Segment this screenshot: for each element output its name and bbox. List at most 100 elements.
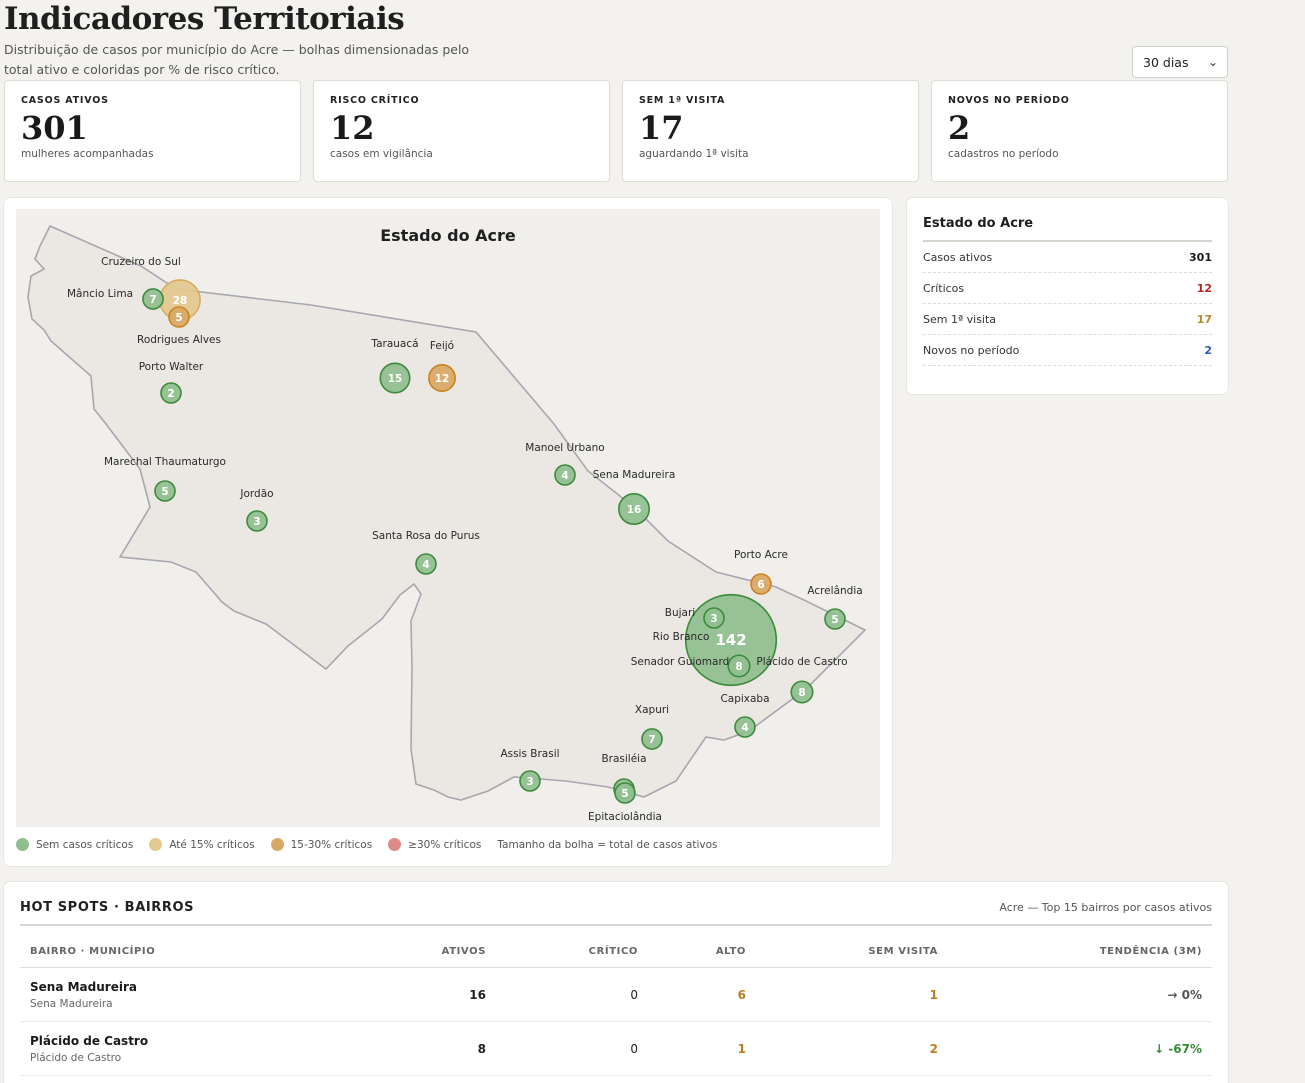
bubble-value: 6 xyxy=(757,579,764,591)
bubble-porto-walter[interactable]: 2 Porto Walter xyxy=(139,361,204,404)
col-tendencia[interactable]: TENDÊNCIA (3M) xyxy=(948,940,1212,968)
bairro-name: Plácido de Castro xyxy=(30,1033,149,1048)
municipality-label: Manoel Urbano xyxy=(525,442,604,454)
hotspots-table: BAIRRO · MUNICÍPIO ATIVOS CRÍTICO ALTO S… xyxy=(20,940,1212,1076)
bubble-epitaciol-ndia[interactable]: 5 Epitaciolândia xyxy=(588,782,662,823)
bubble-circle[interactable] xyxy=(614,782,636,804)
col-alto[interactable]: ALTO xyxy=(648,940,756,968)
bubble-manoel-urbano[interactable]: 4 Manoel Urbano xyxy=(525,442,605,486)
summary-label: Novos no período xyxy=(923,343,1020,357)
bubble-assis-brasil[interactable]: 3 Assis Brasil xyxy=(500,748,560,792)
bubble-circle[interactable] xyxy=(519,770,541,792)
bubble-circle[interactable] xyxy=(379,362,411,394)
bubble-circle[interactable] xyxy=(790,680,814,704)
cell-sem-visita: 2 xyxy=(756,1021,948,1076)
bubble-tarauac-[interactable]: 15 Tarauacá xyxy=(370,338,419,394)
hotspots-meta: Acre — Top 15 bairros por casos ativos xyxy=(999,901,1212,914)
legend-note: Tamanho da bolha = total de casos ativos xyxy=(497,839,717,851)
municipality-label: Acrelândia xyxy=(807,585,862,597)
bubble-xapuri[interactable]: 7 Xapuri xyxy=(635,704,669,750)
kpi-sub: cadastros no período xyxy=(948,148,1059,160)
bubble-circle[interactable] xyxy=(641,728,663,750)
bubble-circle[interactable] xyxy=(246,510,268,532)
legend-label: Sem casos críticos xyxy=(36,838,134,851)
map-legend: Sem casos críticos Até 15% críticos 15-3… xyxy=(16,838,734,851)
map-card: Estado do Acre 142 Rio Branco 28 Cruzeiro d… xyxy=(4,198,892,866)
bubble-circle[interactable] xyxy=(750,573,772,595)
bubble-value: 7 xyxy=(149,294,156,306)
bubble-circle[interactable] xyxy=(617,492,650,525)
state-summary-card: Estado do Acre Casos ativos 301 Críticos… xyxy=(907,198,1228,394)
bubble-senador-guiomard[interactable]: 8 Senador Guiomard xyxy=(631,654,751,678)
kpi-card-no-visit: SEM 1ª VISITA 17 aguardando 1ª visita xyxy=(622,80,919,182)
bubble-feij-[interactable]: 12 Feijó xyxy=(428,340,456,392)
cell-ativos: 16 xyxy=(320,967,496,1022)
bubble-circle[interactable] xyxy=(734,716,756,738)
bubble-value: 142 xyxy=(715,631,746,649)
col-bairro[interactable]: BAIRRO · MUNICÍPIO xyxy=(20,940,320,968)
summary-label: Críticos xyxy=(923,281,965,295)
table-row[interactable]: Sena Madureira Sena Madureira 16 0 6 1 →… xyxy=(20,967,1212,1022)
bubble-circle[interactable] xyxy=(727,654,751,678)
bubble-porto-acre[interactable]: 6 Porto Acre xyxy=(734,549,788,595)
legend-item-ate15: Até 15% críticos xyxy=(149,838,255,851)
cell-tendencia: ↓ -67% xyxy=(948,1021,1212,1076)
chevron-down-icon: ⌄ xyxy=(1207,55,1218,69)
legend-label: Até 15% críticos xyxy=(169,838,255,851)
municipality-label: Porto Acre xyxy=(734,549,788,561)
bubble-value: 5 xyxy=(621,788,628,800)
bubble-rodrigues-alves[interactable]: 5 Rodrigues Alves xyxy=(137,306,221,346)
col-critico[interactable]: CRÍTICO xyxy=(496,940,648,968)
bubble-value: 15 xyxy=(388,373,403,385)
bubble-pl-cido-de-castro[interactable]: 8 Plácido de Castro xyxy=(756,656,848,704)
municipio-name: Plácido de Castro xyxy=(30,1051,122,1064)
bubble-circle[interactable] xyxy=(824,608,846,630)
table-row[interactable]: Plácido de Castro Plácido de Castro 8 0 … xyxy=(20,1021,1212,1076)
kpi-sub: casos em vigilância xyxy=(330,148,433,160)
cell-sem-visita: 1 xyxy=(756,967,948,1022)
col-sem-visita[interactable]: SEM VISITA xyxy=(756,940,948,968)
legend-note-text: Tamanho da bolha = total de casos ativos xyxy=(497,838,718,851)
kpi-sub: aguardando 1ª visita xyxy=(639,148,749,160)
bubble-circle[interactable] xyxy=(415,553,437,575)
bubble-santa-rosa-do-purus[interactable]: 4 Santa Rosa do Purus xyxy=(372,530,480,575)
bubble-sena-madureira[interactable]: 16 Sena Madureira xyxy=(593,469,676,525)
bubble-jord-o[interactable]: 3 Jordão xyxy=(239,488,274,532)
period-select-value: 30 dias xyxy=(1143,54,1189,70)
bubble-circle[interactable] xyxy=(142,288,164,310)
hotspots-header-row: BAIRRO · MUNICÍPIO ATIVOS CRÍTICO ALTO S… xyxy=(20,940,1212,968)
period-select[interactable]: 30 dias ⌄ xyxy=(1132,46,1228,78)
municipality-label: Brasiléia xyxy=(601,753,646,765)
bubble-bujari[interactable]: 3 Bujari xyxy=(665,607,725,629)
kpi-value: 301 xyxy=(21,109,88,147)
kpi-value: 12 xyxy=(330,109,375,147)
bubble-value: 4 xyxy=(741,722,748,734)
summary-row-active: Casos ativos 301 xyxy=(923,242,1212,273)
bubble-value: 2 xyxy=(167,388,174,400)
kpi-label: NOVOS NO PERÍODO xyxy=(948,95,1070,106)
bubble-circle[interactable] xyxy=(160,382,182,404)
bubble-capixaba[interactable]: 4 Capixaba xyxy=(720,693,770,738)
kpi-value: 2 xyxy=(948,109,971,147)
bubble-marechal-thaumaturgo[interactable]: 5 Marechal Thaumaturgo xyxy=(104,456,226,502)
col-ativos[interactable]: ATIVOS xyxy=(320,940,496,968)
bubble-circle[interactable] xyxy=(703,607,725,629)
bubble-value: 8 xyxy=(735,661,742,673)
summary-row-no-visit: Sem 1ª visita 17 xyxy=(923,304,1212,335)
bubble-circle[interactable] xyxy=(428,364,456,392)
bubble-circle[interactable] xyxy=(554,464,576,486)
summary-value: 2 xyxy=(1204,343,1212,357)
bubble-cruzeiro-do-sul[interactable]: 28 Cruzeiro do Sul xyxy=(101,256,201,321)
bubble-circle[interactable] xyxy=(168,306,190,328)
bubble-value: 4 xyxy=(422,559,429,571)
bubble-acrel-ndia[interactable]: 5 Acrelândia xyxy=(807,585,863,630)
bubble-m-ncio-lima[interactable]: 7 Mâncio Lima xyxy=(67,288,164,310)
municipality-label: Rio Branco xyxy=(653,631,710,643)
bubble-circle[interactable] xyxy=(154,480,176,502)
municipality-label: Cruzeiro do Sul xyxy=(101,256,181,268)
kpi-sub: mulheres acompanhadas xyxy=(21,148,154,160)
kpi-card-critical: RISCO CRÍTICO 12 casos em vigilância xyxy=(313,80,610,182)
legend-swatch xyxy=(149,838,163,851)
cell-critico: 0 xyxy=(496,1021,648,1076)
bubble-value: 16 xyxy=(627,504,642,516)
